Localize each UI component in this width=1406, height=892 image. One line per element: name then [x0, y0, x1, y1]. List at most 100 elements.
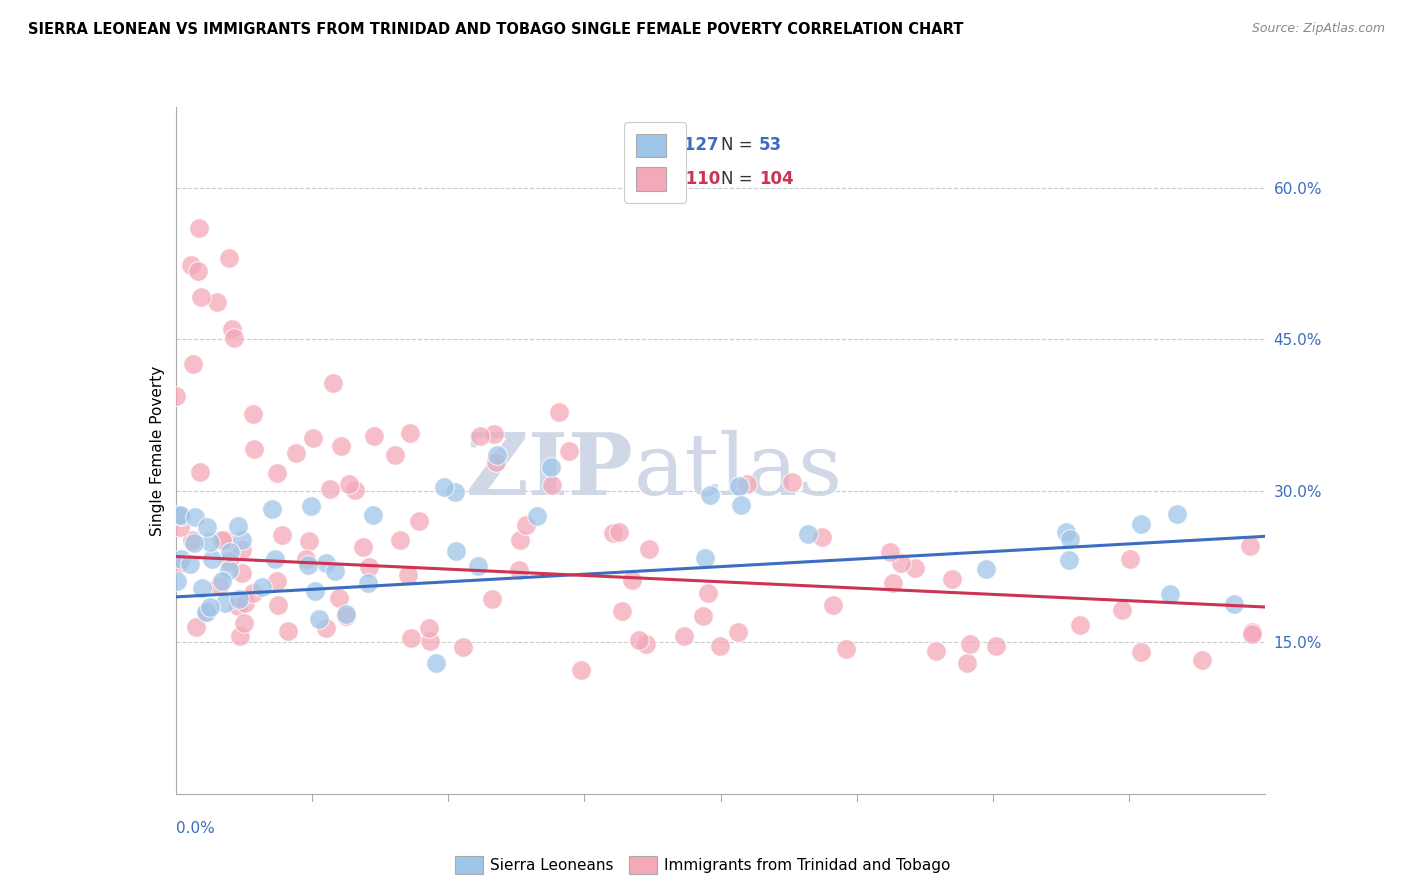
Point: [357, 576, 380, 591]
Point: [628, 632, 651, 647]
Point: [266, 466, 288, 480]
Point: [242, 586, 264, 600]
Point: [231, 566, 253, 580]
Point: [226, 519, 249, 533]
Point: [399, 632, 422, 646]
Point: [266, 574, 288, 588]
Point: [211, 533, 233, 547]
Point: [264, 552, 287, 566]
Point: [699, 488, 721, 502]
Point: [208, 579, 231, 593]
Point: [1239, 539, 1261, 553]
Point: [322, 376, 344, 390]
Point: [636, 637, 658, 651]
Point: [823, 598, 845, 612]
Point: [214, 533, 236, 548]
Point: [166, 574, 188, 588]
Point: [363, 428, 385, 442]
Point: [198, 534, 221, 549]
Point: [443, 484, 465, 499]
Text: R =: R =: [623, 170, 658, 188]
Point: [243, 442, 266, 456]
Point: [425, 657, 447, 671]
Point: [470, 429, 492, 443]
Point: [335, 608, 357, 623]
Point: [190, 290, 212, 304]
Point: [315, 621, 337, 635]
Point: [233, 596, 256, 610]
Point: [352, 540, 374, 554]
Point: [181, 357, 204, 371]
Point: [408, 514, 430, 528]
Point: [672, 629, 695, 643]
Point: [1054, 525, 1077, 540]
Point: [335, 607, 357, 621]
Point: [188, 220, 211, 235]
Text: N =: N =: [721, 136, 758, 153]
Point: [1240, 625, 1263, 640]
Point: [180, 259, 202, 273]
Point: [1166, 507, 1188, 521]
Point: [231, 542, 253, 557]
Point: [229, 629, 252, 643]
Point: [218, 563, 240, 577]
Point: [194, 605, 217, 619]
Point: [304, 583, 326, 598]
Point: [284, 446, 307, 460]
Point: [384, 448, 406, 462]
Point: [727, 479, 749, 493]
Point: [1111, 603, 1133, 617]
Point: [328, 591, 350, 606]
Point: [270, 527, 292, 541]
Point: [693, 551, 716, 566]
Point: [167, 558, 190, 572]
Point: [183, 536, 205, 550]
Point: [467, 558, 489, 573]
Point: [1191, 653, 1213, 667]
Point: [214, 596, 236, 610]
Point: [277, 624, 299, 638]
Point: [444, 544, 467, 558]
Point: [219, 545, 242, 559]
Text: 104: 104: [759, 170, 793, 188]
Point: [904, 561, 927, 575]
Point: [295, 552, 318, 566]
Point: [195, 520, 218, 534]
Point: [329, 439, 352, 453]
Point: [169, 508, 191, 523]
Point: [890, 556, 912, 570]
Point: [228, 591, 250, 606]
Point: [169, 508, 191, 522]
Point: [451, 640, 474, 654]
Point: [218, 251, 240, 265]
Point: [540, 459, 562, 474]
Point: [226, 599, 249, 614]
Text: 53: 53: [759, 136, 782, 153]
Legend: Sierra Leoneans, Immigrants from Trinidad and Tobago: Sierra Leoneans, Immigrants from Trinida…: [449, 850, 957, 880]
Point: [1129, 516, 1152, 531]
Point: [218, 553, 240, 567]
Point: [1222, 597, 1244, 611]
Point: [198, 599, 221, 614]
Point: [323, 564, 346, 578]
Point: [780, 475, 803, 489]
Point: [224, 331, 246, 345]
Point: [167, 508, 190, 523]
Y-axis label: Single Female Poverty: Single Female Poverty: [149, 366, 165, 535]
Text: Source: ZipAtlas.com: Source: ZipAtlas.com: [1251, 22, 1385, 36]
Point: [396, 568, 419, 582]
Point: [735, 476, 758, 491]
Point: [1059, 533, 1081, 547]
Point: [558, 444, 581, 458]
Point: [433, 480, 456, 494]
Point: [418, 621, 440, 635]
Point: [297, 558, 319, 573]
Point: [509, 533, 531, 547]
Point: [602, 525, 624, 540]
Text: R =: R =: [623, 136, 658, 153]
Point: [727, 624, 749, 639]
Point: [486, 448, 509, 462]
Point: [621, 573, 644, 587]
Point: [308, 612, 330, 626]
Point: [959, 637, 981, 651]
